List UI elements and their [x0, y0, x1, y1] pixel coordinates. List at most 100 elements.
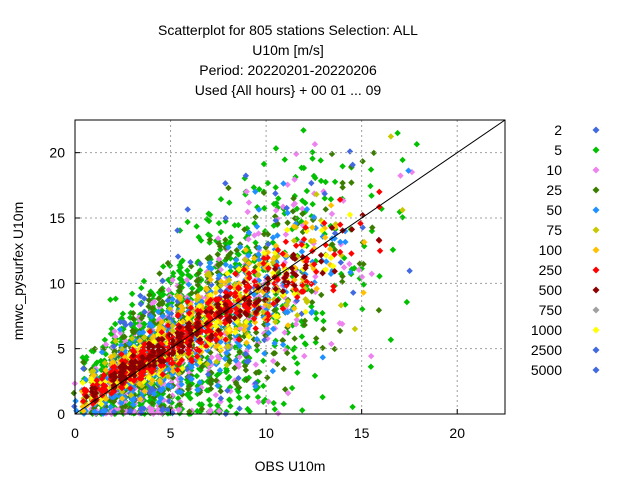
data-point	[205, 327, 213, 334]
data-point	[340, 264, 348, 271]
data-point	[237, 243, 244, 251]
data-point	[197, 260, 204, 267]
data-point	[169, 269, 177, 277]
data-point	[260, 160, 268, 168]
data-point	[281, 274, 289, 282]
data-point	[102, 395, 109, 403]
data-point	[79, 379, 86, 386]
data-point	[141, 308, 148, 316]
data-point	[272, 207, 280, 214]
data-point	[289, 346, 297, 353]
data-point	[206, 236, 214, 243]
data-point	[183, 276, 191, 284]
data-point	[255, 305, 263, 312]
data-point	[232, 270, 239, 277]
data-point	[322, 234, 329, 241]
data-point	[149, 292, 157, 299]
data-point	[159, 298, 166, 306]
data-point	[302, 199, 309, 207]
data-point	[119, 364, 126, 371]
data-point	[222, 293, 229, 301]
data-point	[135, 380, 143, 387]
data-point	[256, 186, 263, 193]
data-point	[327, 196, 335, 203]
data-point	[223, 361, 230, 369]
data-point	[217, 278, 225, 285]
data-point	[166, 397, 173, 405]
legend-marker	[592, 306, 600, 314]
data-point	[150, 358, 158, 365]
data-point	[289, 269, 297, 277]
data-point	[196, 379, 203, 386]
data-point	[128, 358, 135, 365]
data-point	[311, 372, 319, 379]
data-point	[160, 358, 167, 365]
data-point	[186, 382, 193, 389]
data-point	[275, 410, 282, 417]
data-point	[319, 309, 326, 317]
data-point	[159, 405, 167, 413]
data-point	[254, 339, 262, 347]
data-point	[339, 278, 346, 285]
data-point	[138, 284, 145, 292]
data-point	[274, 232, 281, 239]
data-point	[98, 348, 106, 356]
data-point	[245, 199, 253, 206]
data-point	[313, 191, 320, 198]
legend-marker	[592, 146, 600, 154]
data-point	[137, 405, 145, 413]
data-point	[413, 140, 421, 148]
data-point	[155, 336, 162, 343]
data-point	[322, 252, 330, 259]
data-point	[361, 238, 368, 246]
data-point	[368, 270, 375, 278]
data-point	[198, 384, 205, 391]
data-point	[178, 307, 186, 314]
data-point	[217, 387, 224, 395]
legend-marker	[592, 266, 600, 274]
data-point	[280, 261, 287, 269]
data-point	[269, 367, 277, 375]
data-point	[284, 226, 291, 234]
data-point	[212, 322, 219, 330]
data-point	[246, 274, 253, 282]
data-point	[110, 377, 117, 384]
data-point	[72, 397, 79, 405]
data-point	[129, 352, 137, 359]
data-point	[177, 375, 185, 383]
legend-label: 5	[554, 142, 562, 158]
data-point	[108, 390, 115, 397]
data-point	[215, 327, 222, 334]
legend-label: 500	[539, 282, 563, 298]
data-point	[130, 377, 138, 385]
data-point	[217, 196, 225, 203]
data-point	[339, 184, 346, 191]
data-point	[308, 179, 315, 187]
data-point	[148, 322, 156, 330]
data-point	[225, 184, 232, 192]
data-point	[157, 293, 164, 301]
data-point	[149, 305, 156, 312]
data-point	[290, 223, 298, 230]
data-point	[328, 150, 336, 158]
data-point	[185, 322, 193, 330]
data-point	[145, 374, 153, 381]
data-point	[262, 301, 269, 308]
data-point	[255, 266, 262, 273]
data-point	[313, 315, 320, 323]
data-point	[246, 300, 253, 308]
data-point	[88, 388, 96, 395]
data-point	[271, 406, 278, 413]
data-point	[116, 326, 124, 333]
data-point	[223, 254, 231, 262]
data-point	[279, 288, 287, 295]
data-point	[79, 354, 86, 361]
data-point	[166, 305, 174, 312]
data-point	[255, 277, 263, 284]
data-point	[346, 260, 353, 268]
data-point	[187, 304, 195, 312]
data-point	[359, 158, 366, 165]
data-point	[348, 250, 355, 257]
data-point	[317, 157, 324, 164]
data-point	[313, 268, 320, 275]
